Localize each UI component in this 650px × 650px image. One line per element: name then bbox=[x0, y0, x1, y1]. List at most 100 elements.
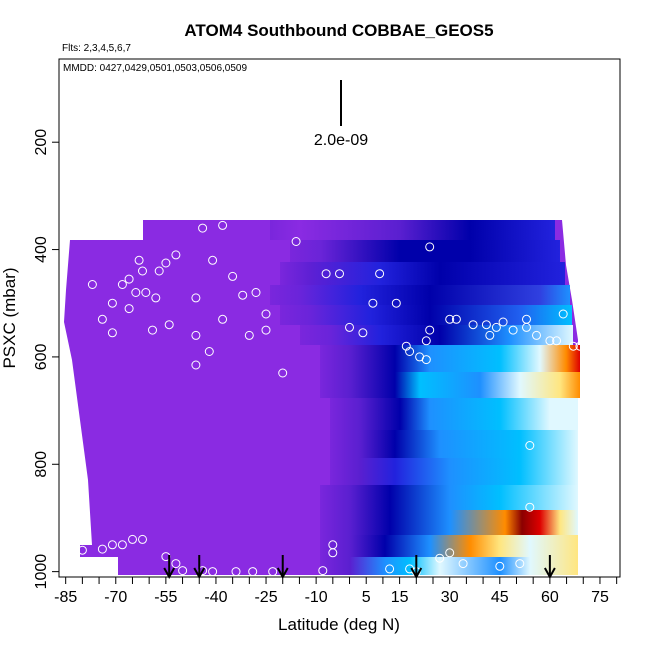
field-band bbox=[300, 285, 360, 305]
observation-marker bbox=[204, 347, 214, 356]
field-band bbox=[430, 305, 520, 325]
observation-marker bbox=[248, 567, 258, 577]
observation-marker bbox=[468, 183, 478, 193]
field-band bbox=[320, 510, 350, 535]
chart-title: ATOM4 Southbound COBBAE_GEOS5 bbox=[184, 21, 493, 40]
observation-marker bbox=[451, 314, 461, 324]
observation-marker bbox=[121, 153, 131, 163]
x-tick-label: 45 bbox=[491, 589, 509, 606]
observation-marker bbox=[532, 210, 541, 220]
field-band bbox=[566, 345, 580, 372]
observation-marker bbox=[532, 330, 541, 340]
observation-marker bbox=[421, 355, 431, 365]
observation-marker bbox=[264, 178, 274, 187]
field-band bbox=[390, 485, 450, 510]
field-band bbox=[320, 345, 350, 372]
field-band bbox=[400, 240, 470, 262]
scale-bar-label: 2.0e-09 bbox=[314, 132, 368, 149]
observation-marker bbox=[208, 183, 218, 193]
observation-marker bbox=[191, 360, 201, 370]
field-band bbox=[395, 458, 450, 485]
field-band bbox=[350, 557, 385, 575]
y-axis-label: PSXC (mbar) bbox=[0, 267, 19, 368]
observation-marker bbox=[568, 341, 578, 351]
observation-marker bbox=[328, 548, 338, 558]
observation-marker bbox=[468, 320, 478, 330]
field-band bbox=[430, 345, 500, 372]
field-band bbox=[520, 458, 578, 485]
field-band bbox=[450, 510, 505, 535]
observation-marker bbox=[171, 250, 181, 260]
dates-subtitle: MMDD: 0427,0429,0501,0503,0506,0509 bbox=[63, 63, 247, 74]
flight-arrow bbox=[163, 555, 176, 580]
field-band bbox=[320, 240, 400, 262]
field-band bbox=[400, 220, 470, 240]
observation-marker bbox=[198, 223, 208, 233]
curtain-field bbox=[64, 220, 580, 575]
field-band bbox=[390, 510, 450, 535]
observation-marker bbox=[368, 298, 378, 308]
observation-marker bbox=[445, 314, 455, 324]
x-tick-label: 60 bbox=[541, 589, 559, 606]
observation-marker bbox=[338, 151, 348, 161]
observation-marker bbox=[244, 330, 254, 340]
field-band bbox=[330, 458, 360, 485]
observation-marker bbox=[481, 320, 491, 330]
observation-marker bbox=[425, 325, 435, 335]
field-band bbox=[520, 372, 560, 398]
field-band bbox=[440, 557, 500, 575]
observation-marker bbox=[154, 266, 164, 276]
observation-marker bbox=[345, 322, 354, 332]
observation-marker bbox=[97, 544, 107, 554]
observation-marker bbox=[385, 564, 395, 574]
observation-marker bbox=[508, 183, 518, 193]
observation-marker bbox=[278, 368, 288, 378]
field-band bbox=[380, 325, 440, 345]
observation-marker bbox=[515, 559, 525, 569]
field-band bbox=[480, 372, 520, 398]
field-band bbox=[530, 535, 578, 557]
observation-marker bbox=[458, 559, 468, 569]
field-band bbox=[500, 398, 550, 430]
field-band bbox=[440, 325, 510, 345]
y-tick-label: 800 bbox=[33, 451, 50, 478]
observation-marker bbox=[261, 309, 271, 319]
field-band bbox=[270, 220, 300, 240]
field-band bbox=[280, 305, 310, 325]
observation-marker bbox=[124, 164, 134, 174]
observation-marker bbox=[552, 336, 562, 346]
observation-marker bbox=[418, 207, 428, 217]
x-tick-label: 75 bbox=[591, 589, 609, 606]
observation-marker bbox=[131, 288, 141, 297]
observation-marker bbox=[141, 288, 151, 297]
field-band bbox=[360, 285, 430, 305]
observation-marker bbox=[335, 269, 344, 279]
observation-marker bbox=[218, 164, 228, 174]
x-tick-label: -70 bbox=[104, 589, 127, 606]
observation-marker bbox=[117, 540, 127, 550]
observation-marker bbox=[144, 140, 154, 150]
observation-marker bbox=[87, 280, 97, 289]
observation-marker bbox=[558, 309, 568, 319]
observation-marker bbox=[491, 322, 501, 332]
observation-marker bbox=[194, 140, 204, 150]
field-band bbox=[385, 557, 410, 575]
y-tick-label: 200 bbox=[33, 129, 50, 156]
observation-marker bbox=[238, 290, 248, 300]
field-band bbox=[510, 325, 573, 345]
observation-marker bbox=[77, 545, 87, 555]
observation-marker bbox=[508, 325, 518, 335]
field-band bbox=[380, 262, 440, 285]
field-band bbox=[330, 430, 360, 458]
observation-marker bbox=[425, 207, 435, 217]
field-band bbox=[522, 510, 540, 535]
field-band bbox=[420, 372, 480, 398]
observation-marker bbox=[74, 159, 84, 169]
observation-marker bbox=[301, 143, 311, 153]
observation-marker bbox=[498, 317, 508, 327]
flights-subtitle: Flts: 2,3,4,5,6,7 bbox=[62, 43, 131, 54]
field-band bbox=[400, 398, 430, 430]
field-band bbox=[350, 535, 385, 557]
field-band bbox=[560, 372, 580, 398]
field-band bbox=[360, 458, 395, 485]
